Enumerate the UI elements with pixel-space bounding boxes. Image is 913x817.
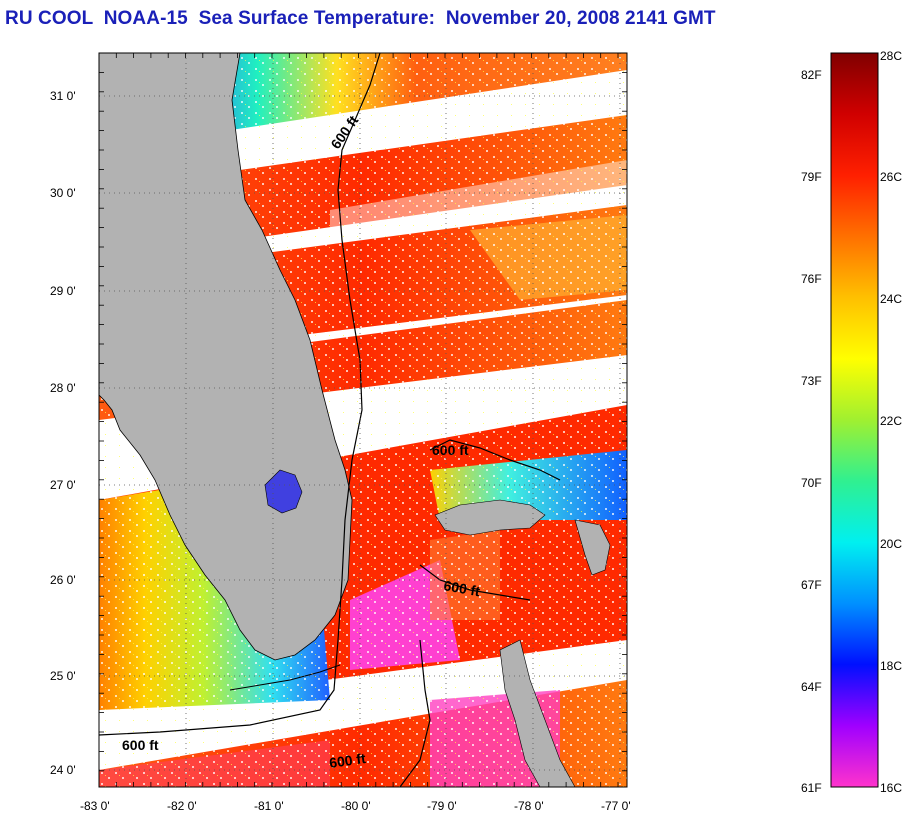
keys-line	[229, 664, 341, 691]
lat-label-25: 25 0'	[50, 669, 76, 683]
contour-600ft-bank	[429, 439, 561, 481]
lat-label-28: 28 0'	[50, 381, 76, 395]
andros-island	[434, 499, 546, 536]
map-ticks	[98, 52, 627, 787]
lon-label-82: -82 0'	[167, 799, 197, 813]
lon-label-80: -80 0'	[341, 799, 371, 813]
contour-label-4: 600 ft	[122, 737, 159, 753]
contour-label-2: 600 ft	[432, 442, 469, 458]
lat-label-24: 24 0'	[50, 763, 76, 777]
lon-label-83: -83 0'	[80, 799, 110, 813]
lat-label-31: 31 0'	[50, 89, 76, 103]
lat-label-26: 26 0'	[50, 573, 76, 587]
map-gridlines	[98, 53, 627, 787]
chart-title: RU COOL NOAA-15 Sea Surface Temperature:…	[5, 8, 716, 29]
lon-label-81: -81 0'	[254, 799, 284, 813]
contour-600ft-east	[99, 53, 381, 736]
contour-600ft-south	[419, 564, 531, 601]
lat-label-30: 30 0'	[50, 186, 76, 200]
map-frame	[98, 52, 628, 788]
sst-image	[99, 53, 627, 787]
contour-label-3: 600 ft	[442, 577, 481, 599]
cuba-islands	[499, 639, 576, 787]
lake-okeechobee	[264, 469, 303, 514]
contour-label-5: 600 ft	[328, 750, 367, 771]
lat-label-29: 29 0'	[50, 284, 76, 298]
lon-label-79: -79 0'	[427, 799, 457, 813]
contour-600ft-cuba	[399, 639, 431, 787]
lon-label-77: -77 0'	[601, 799, 631, 813]
lat-label-27: 27 0'	[50, 478, 76, 492]
bahamas-east	[574, 519, 611, 576]
lon-label-78: -78 0'	[514, 799, 544, 813]
